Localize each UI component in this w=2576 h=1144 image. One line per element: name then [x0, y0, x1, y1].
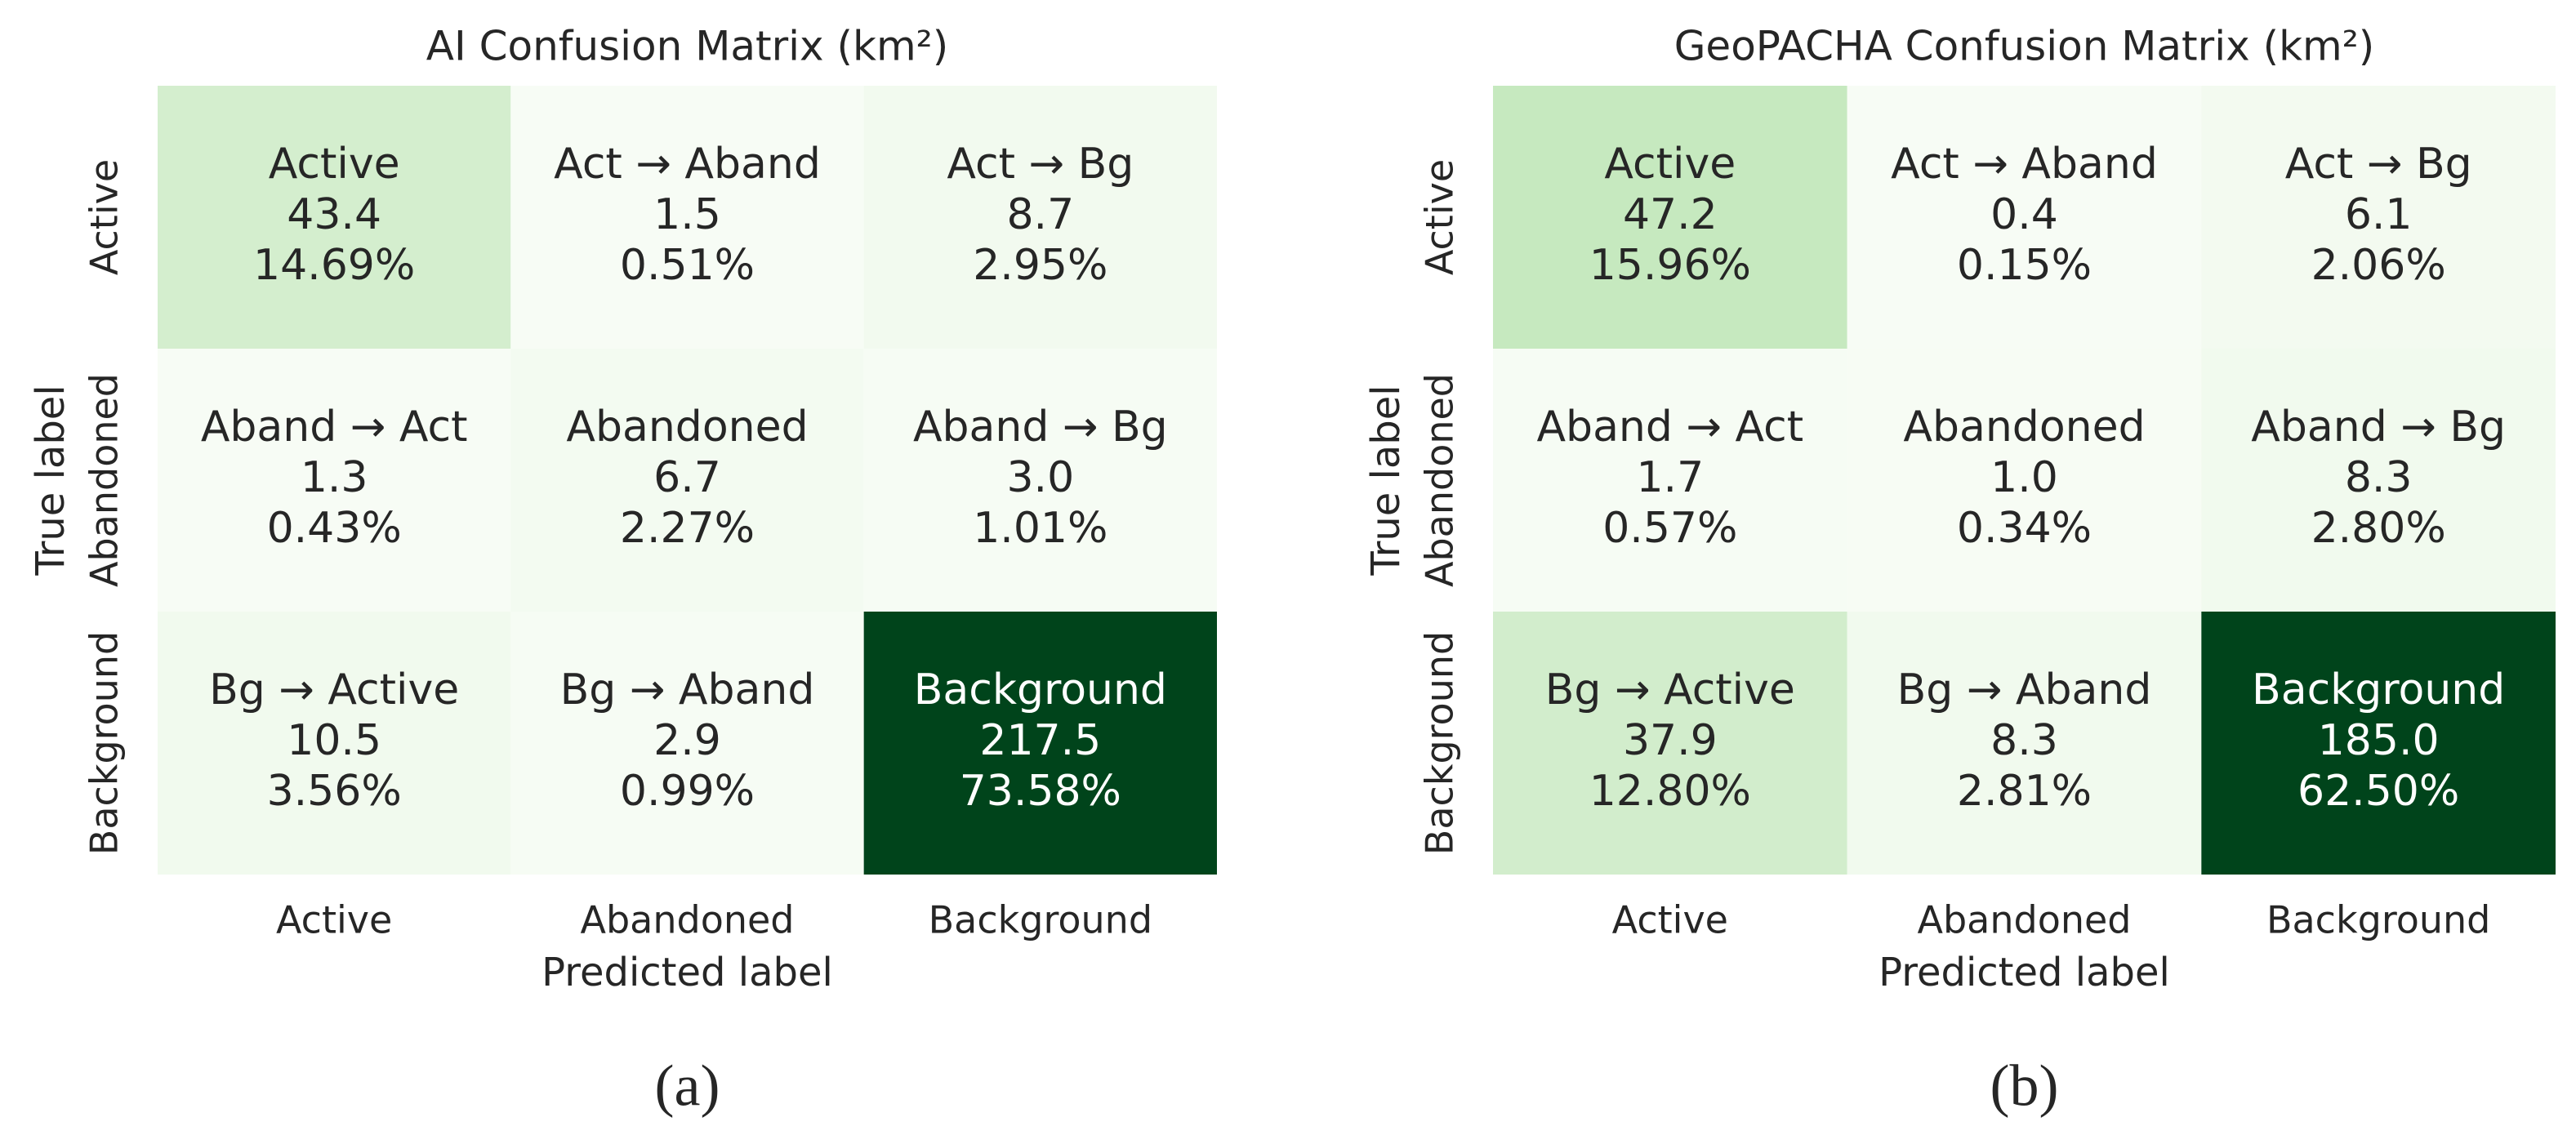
cell-label: Aband → Bg: [913, 403, 1168, 452]
cell-percent: 12.80%: [1589, 767, 1751, 816]
cell-value: 10.5: [287, 716, 381, 765]
cell-percent: 3.56%: [267, 767, 402, 816]
x-tick-label: Abandoned: [1917, 898, 2131, 942]
caption: (a): [655, 1053, 720, 1119]
cell-value: 185.0: [2318, 716, 2440, 765]
cell-percent: 15.96%: [1589, 241, 1751, 290]
cell-value: 37.9: [1623, 716, 1718, 765]
heatmap-cell: [1493, 86, 1847, 349]
chart-title: GeoPACHA Confusion Matrix (km²): [1674, 23, 2375, 70]
heatmap-cell: [510, 86, 864, 349]
cell-value: 3.0: [1006, 453, 1074, 502]
chart-title: AI Confusion Matrix (km²): [426, 23, 948, 70]
cell-percent: 0.51%: [620, 241, 755, 290]
y-tick-label: Background: [1418, 631, 1462, 855]
cell-percent: 62.50%: [2297, 767, 2459, 816]
cell-value: 217.5: [979, 716, 1101, 765]
cell-value: 1.5: [653, 190, 721, 239]
cell-percent: 0.15%: [1957, 241, 2092, 290]
cell-label: Bg → Active: [1545, 665, 1795, 714]
cell-percent: 2.06%: [2311, 241, 2446, 290]
x-tick-label: Background: [929, 898, 1152, 942]
cell-percent: 2.80%: [2311, 504, 2446, 553]
y-axis-label: True label: [28, 385, 74, 576]
x-tick-label: Background: [2266, 898, 2490, 942]
cell-percent: 2.95%: [973, 241, 1108, 290]
x-tick-label: Abandoned: [580, 898, 794, 942]
cell-label: Act → Bg: [947, 140, 1134, 189]
cell-label: Background: [2252, 665, 2505, 714]
cell-value: 1.3: [301, 453, 368, 502]
cell-value: 6.7: [653, 453, 721, 502]
cell-label: Abandoned: [566, 403, 808, 452]
x-axis-label: Predicted label: [541, 950, 833, 995]
cell-value: 43.4: [287, 190, 381, 239]
heatmap-cell: [510, 349, 864, 612]
heatmap-cell: [863, 349, 1217, 612]
x-axis-label: Predicted label: [1879, 950, 2170, 995]
heatmap-cell: [863, 86, 1217, 349]
y-tick-label: Abandoned: [1418, 373, 1462, 587]
cell-label: Active: [269, 140, 400, 189]
heatmap-cell: [158, 612, 511, 875]
cell-percent: 2.27%: [620, 504, 755, 553]
heatmap-cell: [2201, 349, 2556, 612]
cell-label: Abandoned: [1903, 403, 2145, 452]
y-tick-label: Background: [82, 631, 127, 855]
y-axis-label: True label: [1363, 385, 1409, 576]
cell-percent: 14.69%: [253, 241, 415, 290]
cell-percent: 1.01%: [973, 504, 1108, 553]
cell-percent: 73.58%: [960, 767, 1121, 816]
cell-percent: 0.99%: [620, 767, 755, 816]
y-tick-label: Active: [1418, 159, 1462, 275]
cell-label: Background: [914, 665, 1167, 714]
heatmap-cell: [1847, 86, 2202, 349]
heatmap-cell: [2201, 612, 2556, 875]
cell-label: Bg → Aband: [560, 665, 815, 714]
cell-percent: 0.43%: [267, 504, 402, 553]
cell-label: Aband → Act: [1536, 403, 1803, 452]
cell-label: Bg → Active: [209, 665, 459, 714]
cell-percent: 0.34%: [1957, 504, 2092, 553]
cell-value: 6.1: [2345, 190, 2413, 239]
cell-value: 8.3: [2345, 453, 2413, 502]
y-tick-label: Active: [82, 159, 127, 275]
caption: (b): [1990, 1053, 2059, 1119]
cell-percent: 2.81%: [1957, 767, 2092, 816]
cell-label: Act → Aband: [1891, 140, 2158, 189]
heatmap-cell: [863, 612, 1217, 875]
cell-value: 8.3: [1990, 716, 2058, 765]
heatmap-cell: [158, 86, 511, 349]
heatmap-cell: [1847, 612, 2202, 875]
heatmap-cell: [2201, 86, 2556, 349]
heatmap-cell: [158, 349, 511, 612]
cell-label: Bg → Aband: [1897, 665, 2152, 714]
x-tick-label: Active: [276, 898, 392, 942]
x-tick-label: Active: [1612, 898, 1728, 942]
cell-value: 2.9: [653, 716, 721, 765]
cell-label: Act → Aband: [554, 140, 821, 189]
cell-value: 1.7: [1636, 453, 1704, 502]
cell-label: Active: [1604, 140, 1736, 189]
heatmap-cell: [1847, 349, 2202, 612]
cell-label: Act → Bg: [2285, 140, 2472, 189]
cell-value: 47.2: [1623, 190, 1718, 239]
heatmap-cell: [510, 612, 864, 875]
cell-value: 1.0: [1990, 453, 2058, 502]
y-tick-label: Abandoned: [82, 373, 127, 587]
cell-value: 0.4: [1990, 190, 2058, 239]
cell-percent: 0.57%: [1602, 504, 1737, 553]
cell-label: Aband → Act: [201, 403, 468, 452]
cell-label: Aband → Bg: [2251, 403, 2506, 452]
heatmap-cell: [1493, 349, 1847, 612]
cell-value: 8.7: [1006, 190, 1074, 239]
heatmap-cell: [1493, 612, 1847, 875]
